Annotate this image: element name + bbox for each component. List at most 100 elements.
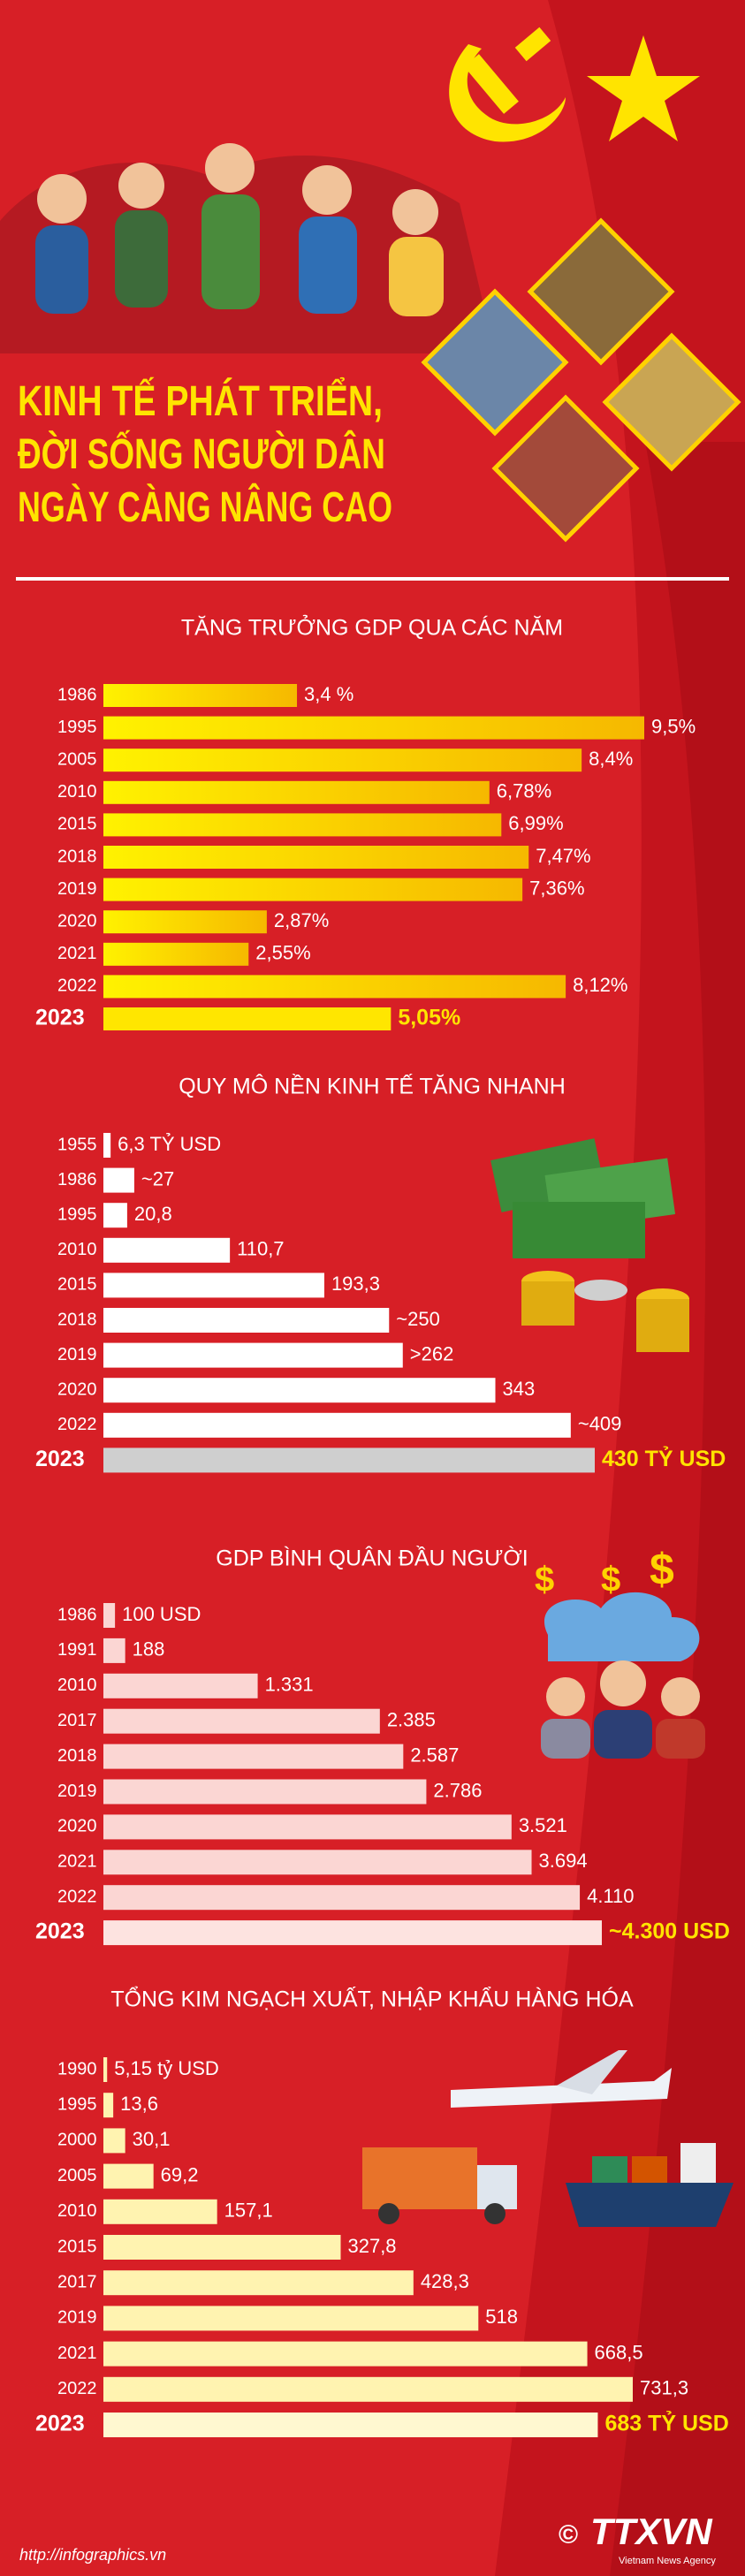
- bar: [103, 1885, 581, 1911]
- category-label: 2020: [57, 911, 97, 931]
- category-label: 1955: [57, 1135, 97, 1154]
- people-illustration: [0, 143, 495, 353]
- value-label: 5,05%: [398, 1006, 460, 1030]
- value-label: 428,3: [421, 2270, 469, 2292]
- bar: [103, 1007, 392, 1030]
- category-label: 2000: [57, 2131, 97, 2150]
- category-label: 2010: [57, 1676, 97, 1695]
- value-label: 3.694: [539, 1850, 588, 1872]
- bar: [103, 1920, 602, 1946]
- value-label: 193,3: [331, 1273, 380, 1295]
- category-label: 2022: [57, 1415, 97, 1434]
- bar: [103, 1744, 404, 1769]
- value-label: 683 TỶ USD: [604, 2410, 728, 2436]
- category-label: 2010: [57, 1240, 97, 1259]
- category-label: 2023: [35, 2412, 85, 2436]
- category-label: 2005: [57, 2166, 97, 2185]
- bar: [103, 2270, 414, 2296]
- category-label: 2019: [57, 1782, 97, 1801]
- bar: [103, 1273, 324, 1298]
- bar: [103, 684, 298, 707]
- bar: [103, 2093, 114, 2118]
- bar: [103, 878, 523, 901]
- value-label: 4.110: [587, 1885, 634, 1907]
- category-label: 2010: [57, 2201, 97, 2221]
- bar: [103, 748, 582, 772]
- svg-text:$: $: [535, 1561, 554, 1600]
- value-label: ~4.300 USD: [609, 1919, 730, 1944]
- logo: TTXVN: [590, 2511, 713, 2552]
- category-label: 2018: [57, 1746, 97, 1766]
- headline: NGÀY CÀNG NÂNG CAO: [18, 483, 392, 531]
- value-label: 6,3 TỶ USD: [118, 1133, 221, 1155]
- bar: [103, 1133, 111, 1158]
- category-label: 2015: [57, 1275, 97, 1295]
- value-label: 3.521: [519, 1814, 567, 1836]
- value-label: 8,12%: [573, 974, 627, 996]
- divider: [16, 577, 729, 581]
- category-label: 1990: [57, 2059, 97, 2078]
- value-label: ~409: [578, 1413, 622, 1435]
- value-label: 20,8: [134, 1203, 172, 1225]
- value-label: 100 USD: [122, 1603, 201, 1625]
- bar: [103, 2413, 598, 2437]
- value-label: 188: [133, 1638, 165, 1660]
- bar: [103, 1167, 134, 1193]
- chart-title: TỔNG KIM NGẠCH XUẤT, NHẬP KHẨU HÀNG HÓA: [110, 1986, 634, 2012]
- category-label: 2021: [57, 944, 97, 963]
- bar: [103, 1378, 496, 1403]
- category-label: 2022: [57, 976, 97, 996]
- bar: [103, 846, 529, 869]
- category-label: 2015: [57, 2237, 97, 2256]
- bar: [103, 716, 644, 740]
- value-label: 157,1: [224, 2200, 273, 2222]
- value-label: >262: [410, 1342, 454, 1364]
- copyright: ©: [559, 2520, 578, 2549]
- background-band: [610, 442, 745, 2576]
- value-label: 8,4%: [589, 748, 633, 770]
- category-label: 2018: [57, 847, 97, 866]
- value-label: 2,87%: [274, 909, 329, 931]
- bar: [103, 1638, 125, 1663]
- category-label: 2019: [57, 1345, 97, 1364]
- bar: [103, 2306, 479, 2331]
- bar: [103, 910, 267, 934]
- category-label: 2017: [57, 1711, 97, 1730]
- category-label: 1995: [57, 718, 97, 737]
- category-label: 1986: [57, 1605, 97, 1624]
- category-label: 2023: [35, 1006, 85, 1030]
- value-label: 2.587: [410, 1744, 459, 1766]
- value-label: 2.786: [433, 1779, 482, 1801]
- value-label: 13,6: [120, 2093, 158, 2115]
- category-label: 2022: [57, 1887, 97, 1906]
- bar: [103, 1779, 427, 1805]
- value-label: ~250: [396, 1308, 440, 1330]
- chart-title: GDP BÌNH QUÂN ĐẦU NGƯỜI: [216, 1546, 528, 1571]
- bar: [103, 2376, 633, 2402]
- logo-sub: Vietnam News Agency: [619, 2556, 716, 2566]
- bar: [103, 1308, 390, 1333]
- value-label: 9,5%: [651, 715, 696, 737]
- bar: [103, 2341, 588, 2367]
- category-label: 2010: [57, 782, 97, 802]
- value-label: 668,5: [595, 2341, 643, 2363]
- value-label: 430 TỶ USD: [602, 1445, 726, 1471]
- value-label: 2,55%: [255, 942, 310, 964]
- bar: [103, 1673, 258, 1698]
- category-label: 2019: [57, 2308, 97, 2328]
- chart-title: QUY MÔ NỀN KINH TẾ TĂNG NHANH: [179, 1074, 566, 1099]
- footer-url: http://infographics.vn: [19, 2546, 166, 2564]
- photo-diamonds: [421, 217, 741, 543]
- category-label: 2021: [57, 1852, 97, 1872]
- bar: [103, 1708, 380, 1734]
- category-label: 2023: [35, 1447, 85, 1471]
- money-icon: [490, 1138, 689, 1352]
- headline: KINH TẾ PHÁT TRIỂN,: [18, 377, 383, 425]
- bar: [103, 2057, 108, 2082]
- category-label: 2017: [57, 2272, 97, 2291]
- value-label: 6,78%: [497, 780, 551, 802]
- bar: [103, 780, 490, 804]
- bar: [103, 2128, 125, 2154]
- bar: [103, 1237, 231, 1263]
